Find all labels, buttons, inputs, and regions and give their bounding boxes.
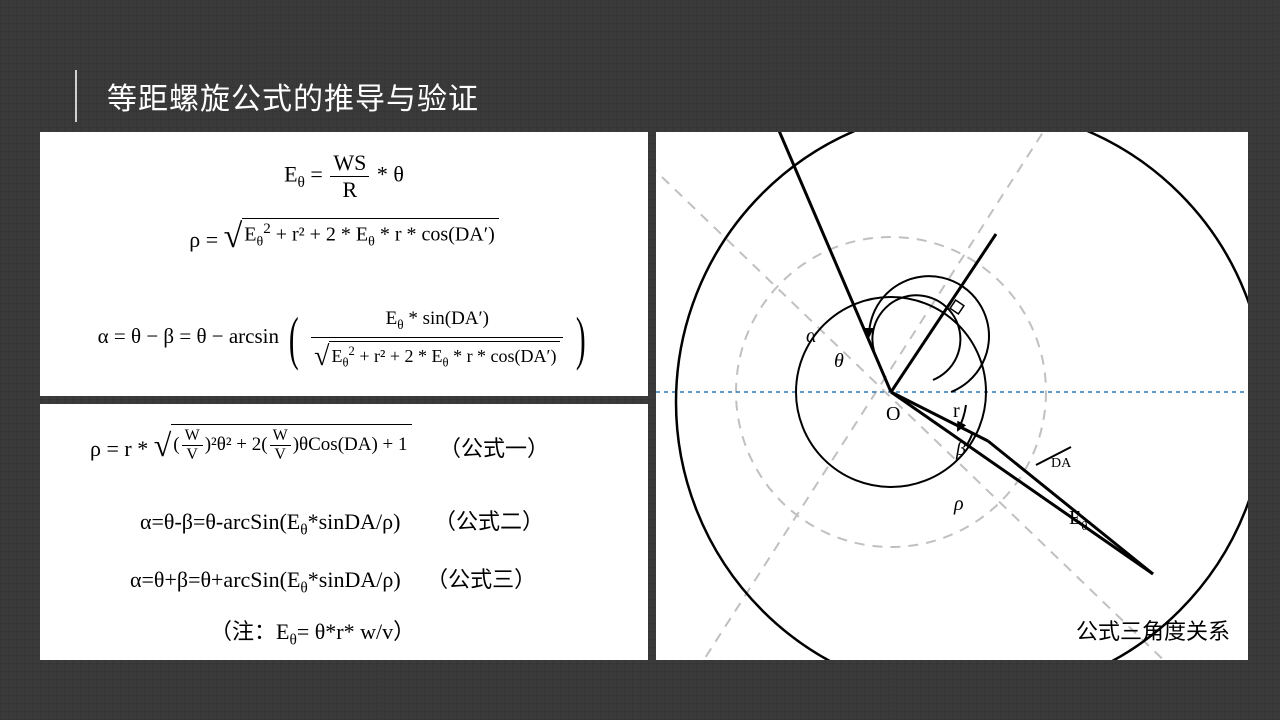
eq1-tail: * θ [377,162,404,187]
diagram-svg: α θ β r ρ O Eθ DA [656,132,1248,660]
diagram-caption: 公式三角度关系 [1076,614,1230,646]
equation-2: ρ = √ Eθ2 + r² + 2 * Eθ * r * cos(DA′) [40,218,648,256]
panel-formulas-bottom: ρ = r * √ (WV)²θ² + 2(WV)θCos(DA) + 1 （公… [40,404,648,660]
label-alpha: α [806,325,817,347]
label-rho: ρ [953,493,964,515]
f2-label: （公式二） [434,509,544,534]
slide-title: 等距螺旋公式的推导与验证 [107,74,479,118]
label-da: DA [1051,456,1072,471]
label-theta: θ [834,350,844,372]
eq1-den: R [330,177,369,203]
f3-label: （公式三） [426,567,536,592]
title-accent-bar [75,70,77,122]
label-etheta: Eθ [1069,507,1087,533]
label-origin: O [886,403,900,425]
formula-3: α=θ+β=θ+arcSin(Eθ*sinDA/ρ) （公式三） [130,562,536,597]
eq1-lhs: E [284,162,297,187]
label-r: r [953,400,960,422]
label-beta: β [955,438,966,460]
title-block: 等距螺旋公式的推导与验证 [75,70,479,122]
formula-note: （注：Eθ= θ*r* w/v） [210,614,415,649]
outer-circle [676,132,1248,660]
eq1-eq: = [310,162,328,187]
equation-1: Eθ = WSR * θ [40,150,648,203]
equation-3: α = θ − β = θ − arcsin ( Eθ * sin(DA′) √… [40,304,648,373]
f1-lhs: ρ = r * [90,436,154,461]
eq1-num: WS [330,150,369,177]
eq1-sub: θ [298,174,305,191]
panel-diagram: α θ β r ρ O Eθ DA 公式三角度关系 [656,132,1248,660]
f1-label: （公式一） [439,436,549,461]
formula-1: ρ = r * √ (WV)²θ² + 2(WV)θCos(DA) + 1 （公… [90,424,549,464]
panel-formulas-top: Eθ = WSR * θ ρ = √ Eθ2 + r² + 2 * Eθ * r… [40,132,648,396]
formula-2: α=θ-β=θ-arcSin(Eθ*sinDA/ρ) （公式二） [140,504,544,539]
eq3-pre: α = θ − β = θ − arcsin [98,324,279,348]
eq2-lhs: ρ = [189,227,223,252]
